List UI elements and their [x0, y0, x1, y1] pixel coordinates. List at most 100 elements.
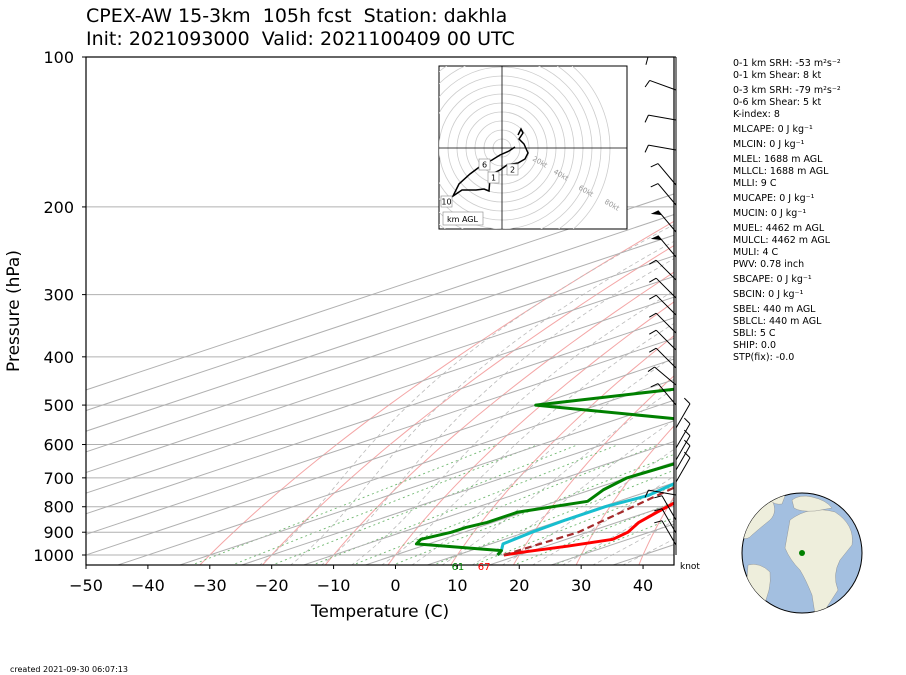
wind-barb-staff	[675, 423, 691, 449]
x-tick-label: 0	[390, 576, 400, 595]
x-tick-label: −50	[69, 576, 103, 595]
wind-barb-staff	[661, 495, 677, 521]
dry-adiabat	[890, 57, 906, 566]
wind-barb-flag	[644, 114, 649, 123]
wind-barb-staff	[655, 329, 677, 351]
wind-barb-flag	[644, 80, 651, 88]
wind-barb-staff	[648, 489, 677, 496]
wind-barb-flag	[683, 397, 691, 405]
wind-barb-staff	[675, 457, 691, 483]
chart-title-line-1: CPEX-AW 15-3km 105h fcst Station: dakhla	[86, 5, 508, 27]
dry-adiabat	[827, 57, 906, 566]
isotherm	[116, 379, 674, 565]
dry-adiabat	[324, 271, 674, 565]
y-tick-label: 900	[43, 523, 74, 542]
location-globe	[741, 492, 863, 614]
wind-barb-flag	[649, 294, 657, 300]
wind-barb-flag	[647, 366, 655, 373]
wind-barb-flag	[649, 329, 657, 335]
hodograph-height-marker: 6	[482, 161, 487, 170]
wind-barb-staff	[675, 445, 691, 471]
wind-barb-flag	[683, 439, 691, 447]
index-line: SHIP: 0.0	[733, 340, 777, 351]
y-tick-label: 200	[43, 198, 74, 217]
hodograph-height-marker: 10	[441, 198, 451, 207]
y-tick-label: 800	[43, 498, 74, 517]
isotherm	[86, 214, 674, 412]
wind-barb-staff	[657, 235, 677, 258]
wind-barb-staff	[657, 210, 677, 233]
moist-adiabat	[290, 240, 674, 565]
index-line: MUEL: 4462 m AGL	[733, 223, 825, 234]
wind-barb-flag	[644, 144, 649, 153]
hodograph-height-box	[440, 195, 453, 208]
temperature-line	[503, 501, 674, 557]
continent-europe	[791, 495, 833, 512]
wind-barb-flag	[683, 451, 691, 459]
wetbulb-line	[496, 481, 674, 556]
wind-barbs: knot	[644, 56, 700, 572]
isotherm	[86, 193, 674, 391]
wind-barb-flag	[649, 347, 657, 353]
hodograph-frame	[438, 65, 628, 230]
wind-barb-pennant	[650, 210, 662, 216]
x-tick-label: 10	[447, 576, 467, 595]
x-tick-label: −40	[131, 576, 165, 595]
isobars	[86, 56, 674, 556]
index-line: MLCIN: 0 J kg⁻¹	[733, 139, 805, 150]
wind-barb-staff	[675, 403, 691, 429]
index-line: 0-3 km SRH: -79 m²s⁻²	[733, 85, 841, 96]
isotherm	[86, 296, 674, 494]
dry-adiabat	[450, 335, 674, 565]
isotherm	[86, 255, 674, 453]
station-marker	[799, 550, 805, 556]
plot-frame	[85, 56, 675, 566]
y-tick-label: 400	[43, 348, 74, 367]
index-line: SBLCL: 440 m AGL	[733, 316, 822, 327]
isotherm	[178, 399, 674, 565]
moist-adiabat	[591, 520, 674, 565]
wind-barb-flag	[650, 163, 659, 168]
wind-barb-flag	[683, 417, 691, 425]
y-axis-label: Pressure (hPa)	[4, 250, 24, 372]
wind-barb-flag	[654, 495, 663, 499]
moist-adiabat	[381, 322, 674, 565]
moist-adiabat	[351, 290, 674, 565]
mixing-ratio-line	[552, 517, 674, 565]
hodograph-legend-box	[442, 211, 484, 226]
isotherm	[86, 275, 674, 474]
hodograph-legend: km AGL	[447, 215, 479, 224]
mixing-ratio-line	[472, 485, 674, 565]
hodograph-height-marker: 2	[510, 166, 515, 175]
profile-lines	[414, 387, 674, 557]
dry-adiabat	[261, 244, 674, 565]
x-tick-label: −30	[193, 576, 227, 595]
mixing-ratio-line	[351, 444, 659, 565]
index-line: STP(fix): -0.0	[733, 352, 795, 363]
y-tick-label: 300	[43, 286, 74, 305]
x-tick-label: −20	[255, 576, 289, 595]
wind-barb-staff	[655, 277, 677, 299]
wind-barb-staff	[648, 114, 677, 121]
dry-adiabat	[199, 220, 674, 565]
isotherm	[86, 317, 674, 515]
index-line: MLLCL: 1688 m AGL	[733, 166, 829, 177]
wind-barb-pennant	[650, 235, 662, 241]
x-tick-label: 20	[509, 576, 529, 595]
index-line: MLCAPE: 0 J kg⁻¹	[733, 124, 813, 135]
index-line: 0-6 km Shear: 5 kt	[733, 97, 822, 108]
y-tick-label: 600	[43, 436, 74, 455]
index-line: SBLI: 5 C	[733, 328, 776, 339]
isotherm	[86, 358, 674, 556]
isotherm	[301, 440, 674, 565]
y-tick-label: 500	[43, 396, 74, 415]
wind-barb-flag	[650, 183, 659, 188]
moist-adiabat	[441, 388, 674, 565]
dewpoint-line	[414, 387, 674, 556]
surface-dewpoint-label: 61	[452, 562, 465, 573]
wind-barb-staff	[657, 183, 677, 206]
wind-barb-flag	[649, 312, 657, 318]
